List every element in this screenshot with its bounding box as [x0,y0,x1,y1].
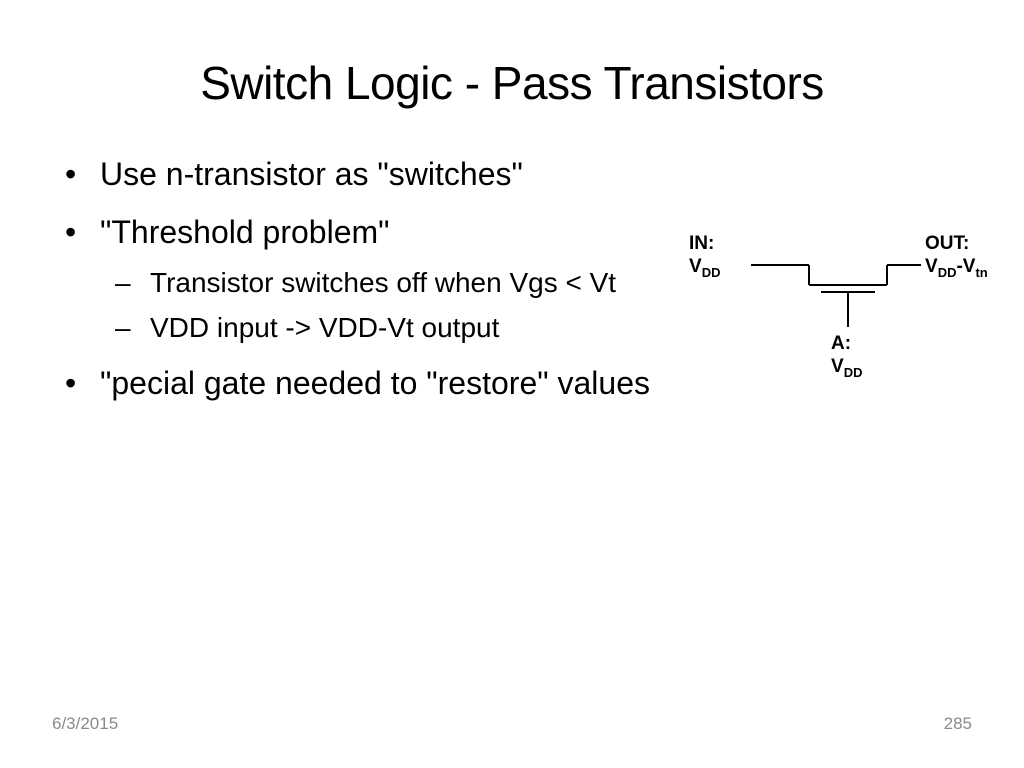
out-label: OUT: VDD-Vtn [925,233,988,280]
footer-date: 6/3/2015 [52,714,118,734]
bullet-text: "Threshold problem" [100,214,390,250]
slide-title: Switch Logic - Pass Transistors [0,0,1024,150]
footer-page-number: 285 [944,714,972,734]
a-label: A: VDD [831,333,862,380]
bullet-item: Use n-transistor as "switches" [50,150,994,200]
in-label: IN: VDD [689,233,720,280]
transistor-diagram: IN: VDD OUT: VDD-Vtn A: VDD [689,225,989,395]
